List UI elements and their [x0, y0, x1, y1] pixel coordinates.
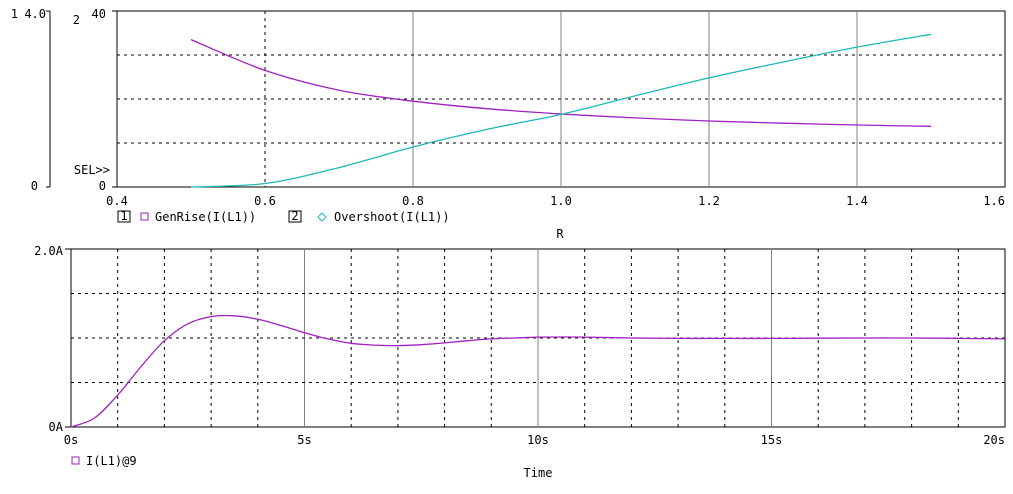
x-tick-label: 20s — [983, 433, 1005, 447]
x-tick-label: 0.8 — [402, 194, 424, 208]
legend-label: Overshoot(I(L1)) — [334, 210, 450, 224]
y-axis-1-id: 1 — [11, 7, 18, 21]
x-tick-label: 1.2 — [698, 194, 720, 208]
y-axis-1-tick-label: 0 — [31, 179, 38, 193]
y-axis-2-tick-label: 40 — [92, 7, 106, 21]
legend-label: I(L1)@9 — [86, 454, 137, 468]
y-axis-2-tick-label: 0 — [99, 179, 106, 193]
legend-axis-box — [117, 210, 131, 223]
x-tick-label: 1.0 — [550, 194, 572, 208]
legend-axis-box — [288, 210, 302, 223]
y-axis-2-id: 2 — [73, 13, 80, 27]
legend-axis-number: 2 — [291, 209, 298, 223]
x-tick-label: 1.4 — [846, 194, 868, 208]
legend-diamond-marker — [317, 212, 327, 222]
y-tick-label: 0A — [49, 420, 64, 434]
x-axis-label: R — [556, 227, 564, 241]
sel-marker: SEL>> — [74, 163, 110, 177]
y-axis-1-tick-label: 4.0 — [24, 7, 46, 21]
legend-axis-number: 1 — [120, 209, 127, 223]
x-tick-label: 1.6 — [983, 194, 1005, 208]
x-tick-label: 0s — [64, 433, 78, 447]
y-tick-label: 2.0A — [34, 244, 64, 258]
legend-label: GenRise(I(L1)) — [155, 210, 256, 224]
x-tick-label: 15s — [761, 433, 783, 447]
x-tick-label: 10s — [527, 433, 549, 447]
legend-square-marker — [140, 212, 149, 221]
series-line-current — [70, 314, 1006, 428]
x-tick-label: 0.4 — [106, 194, 128, 208]
x-tick-label: 5s — [297, 433, 311, 447]
x-axis-label: Time — [524, 466, 553, 480]
legend-square-marker — [71, 456, 80, 465]
x-tick-label: 0.6 — [254, 194, 276, 208]
